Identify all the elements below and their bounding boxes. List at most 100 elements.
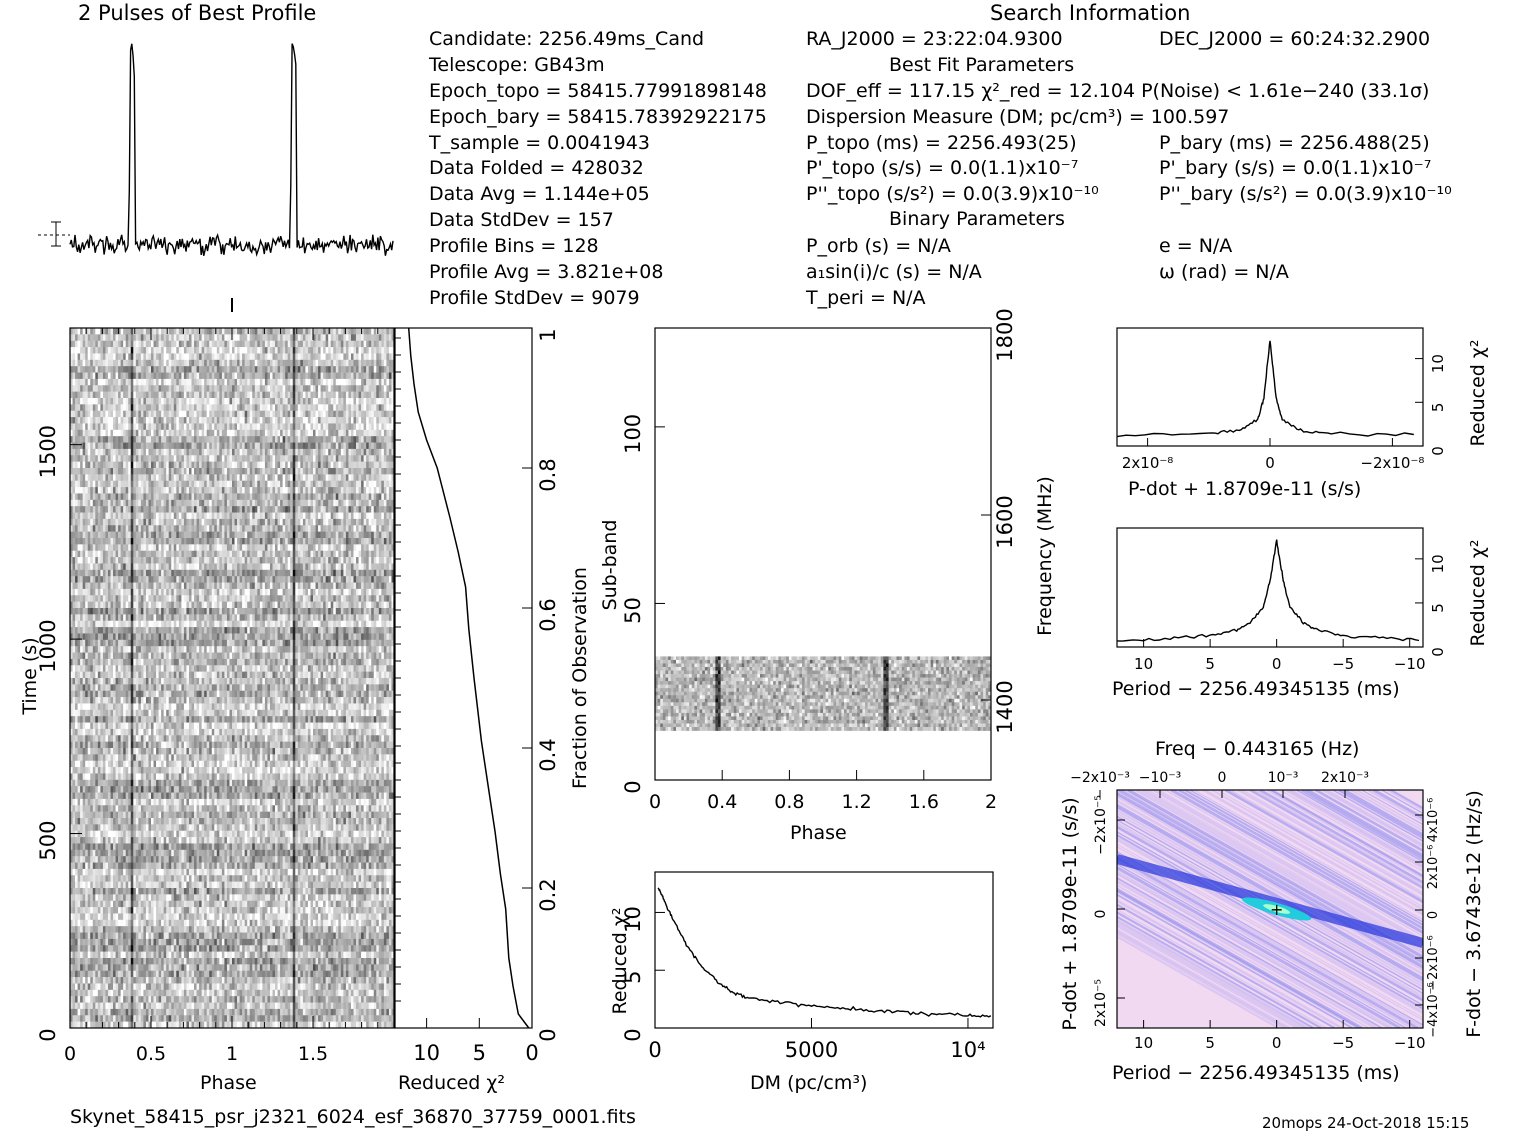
heatmap-cell bbox=[232, 474, 235, 481]
heatmap-cell bbox=[379, 373, 382, 380]
heatmap-cell bbox=[194, 334, 197, 341]
heatmap-cell bbox=[240, 551, 243, 558]
heatmap-cell bbox=[181, 360, 184, 367]
heatmap-cell bbox=[245, 443, 248, 450]
heatmap-cell bbox=[328, 462, 331, 469]
heatmap-cell bbox=[384, 417, 387, 424]
heatmap-cell bbox=[321, 493, 324, 500]
heatmap-cell bbox=[98, 544, 101, 551]
heatmap-cell bbox=[386, 366, 389, 373]
heatmap-cell bbox=[229, 519, 232, 526]
heatmap-cell bbox=[207, 443, 210, 450]
heatmap-cell bbox=[267, 328, 270, 335]
heatmap-cell bbox=[103, 538, 106, 545]
heatmap-cell bbox=[116, 392, 119, 399]
heatmap-cell bbox=[237, 513, 240, 520]
heatmap-cell bbox=[204, 353, 207, 360]
heatmap-cell bbox=[199, 468, 202, 475]
heatmap-cell bbox=[197, 544, 200, 551]
heatmap-cell bbox=[336, 462, 339, 469]
heatmap-cell bbox=[121, 334, 124, 341]
heatmap-cell bbox=[379, 366, 382, 373]
heatmap-cell bbox=[184, 449, 187, 456]
heatmap-cell bbox=[267, 563, 270, 570]
heatmap-cell bbox=[78, 366, 81, 373]
heatmap-cell bbox=[305, 513, 308, 520]
heatmap-cell bbox=[118, 563, 121, 570]
heatmap-cell bbox=[146, 493, 149, 500]
heatmap-cell bbox=[240, 544, 243, 551]
heatmap-cell bbox=[83, 443, 86, 450]
heatmap-cell bbox=[247, 385, 250, 392]
heatmap-cell bbox=[379, 417, 382, 424]
heatmap-cell bbox=[179, 525, 182, 532]
heatmap-cell bbox=[98, 385, 101, 392]
heatmap-cell bbox=[199, 334, 202, 341]
heatmap-cell bbox=[217, 474, 220, 481]
heatmap-cell bbox=[126, 525, 129, 532]
heatmap-cell bbox=[136, 341, 139, 348]
heatmap-cell bbox=[138, 500, 141, 507]
heatmap-cell bbox=[303, 423, 306, 430]
heatmap-cell bbox=[295, 468, 298, 475]
heatmap-cell bbox=[229, 500, 232, 507]
heatmap-cell bbox=[229, 443, 232, 450]
heatmap-cell bbox=[245, 360, 248, 367]
heatmap-cell bbox=[374, 373, 377, 380]
heatmap-cell bbox=[169, 468, 172, 475]
heatmap-cell bbox=[179, 557, 182, 564]
heatmap-cell bbox=[161, 481, 164, 488]
heatmap-cell bbox=[179, 353, 182, 360]
heatmap-cell bbox=[310, 487, 313, 494]
heatmap-cell bbox=[361, 360, 364, 367]
heatmap-cell bbox=[108, 398, 111, 405]
heatmap-cell bbox=[174, 398, 177, 405]
heatmap-cell bbox=[217, 563, 220, 570]
heatmap-cell bbox=[232, 392, 235, 399]
heatmap-cell bbox=[323, 557, 326, 564]
heatmap-cell bbox=[90, 493, 93, 500]
heatmap-cell bbox=[331, 347, 334, 354]
heatmap-cell bbox=[186, 468, 189, 475]
heatmap-cell bbox=[262, 487, 265, 494]
heatmap-cell bbox=[265, 373, 268, 380]
heatmap-cell bbox=[202, 570, 205, 577]
heatmap-cell bbox=[227, 360, 230, 367]
heatmap-cell bbox=[212, 423, 215, 430]
heatmap-cell bbox=[176, 557, 179, 564]
heatmap-cell bbox=[348, 443, 351, 450]
heatmap-cell bbox=[169, 430, 172, 437]
heatmap-cell bbox=[235, 455, 238, 462]
heatmap-cell bbox=[189, 551, 192, 558]
heatmap-cell bbox=[154, 398, 157, 405]
heatmap-cell bbox=[247, 404, 250, 411]
heatmap-cell bbox=[346, 513, 349, 520]
heatmap-cell bbox=[179, 360, 182, 367]
heatmap-cell bbox=[85, 417, 88, 424]
heatmap-cell bbox=[273, 423, 276, 430]
heatmap-cell bbox=[242, 538, 245, 545]
heatmap-cell bbox=[103, 430, 106, 437]
heatmap-cell bbox=[131, 570, 134, 577]
heatmap-cell bbox=[273, 493, 276, 500]
heatmap-cell bbox=[126, 538, 129, 545]
heatmap-cell bbox=[359, 557, 362, 564]
heatmap-cell bbox=[369, 341, 372, 348]
heatmap-cell bbox=[121, 500, 124, 507]
heatmap-cell bbox=[199, 404, 202, 411]
heatmap-cell bbox=[164, 379, 167, 386]
heatmap-cell bbox=[95, 557, 98, 564]
heatmap-cell bbox=[326, 563, 329, 570]
heatmap-cell bbox=[224, 487, 227, 494]
heatmap-cell bbox=[128, 392, 131, 399]
heatmap-cell bbox=[98, 570, 101, 577]
heatmap-cell bbox=[283, 563, 286, 570]
heatmap-cell bbox=[229, 347, 232, 354]
heatmap-cell bbox=[93, 347, 96, 354]
heatmap-cell bbox=[323, 474, 326, 481]
heatmap-cell bbox=[151, 570, 154, 577]
heatmap-cell bbox=[136, 455, 139, 462]
heatmap-cell bbox=[103, 417, 106, 424]
heatmap-cell bbox=[267, 449, 270, 456]
heatmap-cell bbox=[88, 385, 91, 392]
